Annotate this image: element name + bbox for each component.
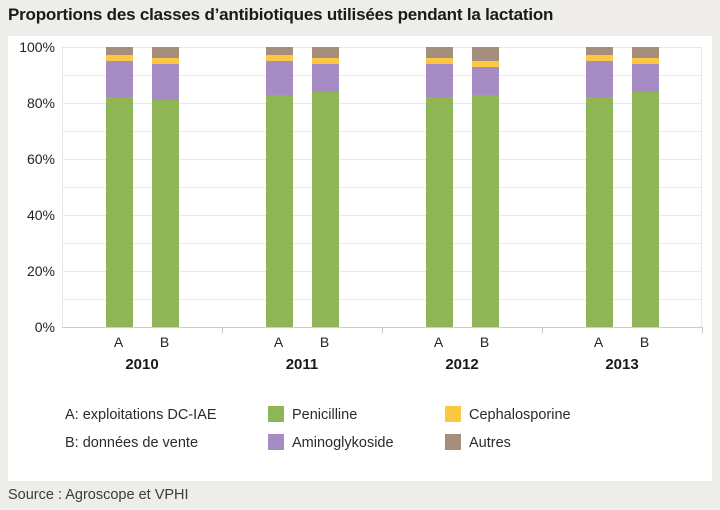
gridline	[63, 159, 701, 160]
bar-segment-aminoglykoside	[152, 63, 179, 101]
bar-segment-autres	[426, 47, 453, 59]
year-label-2012: 2012	[445, 356, 479, 373]
chart-panel: 0% 20% 40% 60% 80% 100% A B 2010 A B 2011 A B 2012 A B 2…	[8, 36, 712, 481]
bar-label-2010-A: A	[113, 334, 124, 350]
bar-segment-aminoglykoside	[472, 66, 499, 95]
bar-segment-cephalosporine	[152, 58, 179, 64]
bar-segment-penicilline	[426, 97, 453, 327]
bar-2012-A	[426, 47, 453, 327]
legend-label-penicilline: Penicilline	[292, 407, 358, 423]
x-axis-tick	[382, 328, 383, 333]
y-axis-label: 60%	[26, 151, 55, 167]
y-axis-label: 0%	[34, 319, 55, 335]
year-label-2010: 2010	[125, 356, 159, 373]
legend-swatch-autres	[445, 434, 461, 450]
legend-swatch-penicilline	[268, 406, 284, 422]
bar-label-2013-B: B	[639, 334, 650, 350]
x-axis-line	[62, 327, 703, 328]
gridline	[63, 75, 701, 76]
bar-segment-cephalosporine	[266, 55, 293, 62]
bar-segment-penicilline	[152, 100, 179, 327]
bar-label-2013-A: A	[593, 334, 604, 350]
bar-2013-B	[632, 47, 659, 327]
bar-segment-penicilline	[632, 91, 659, 327]
bar-segment-autres	[152, 47, 179, 59]
gridline	[63, 187, 701, 188]
bar-segment-aminoglykoside	[266, 61, 293, 95]
bar-segment-autres	[472, 47, 499, 62]
bar-label-2012-B: B	[479, 334, 490, 350]
x-axis-tick	[542, 328, 543, 333]
x-axis-tick	[702, 328, 703, 333]
legend-label-aminoglykoside: Aminoglykoside	[292, 435, 394, 451]
bar-label-2012-A: A	[433, 334, 444, 350]
bar-2010-B	[152, 47, 179, 327]
bar-segment-cephalosporine	[472, 61, 499, 67]
legend-swatch-cephalosporine	[445, 406, 461, 422]
legend-label-autres: Autres	[469, 435, 511, 451]
year-label-2013: 2013	[605, 356, 639, 373]
year-label-2011: 2011	[285, 356, 319, 373]
gridline	[63, 103, 701, 104]
bar-2011-A	[266, 47, 293, 327]
bar-segment-cephalosporine	[632, 58, 659, 64]
legend-note-a: A: exploitations DC-IAE	[65, 407, 217, 423]
bar-segment-penicilline	[586, 97, 613, 327]
bar-segment-penicilline	[106, 97, 133, 327]
plot-area	[62, 47, 702, 327]
bar-segment-penicilline	[312, 91, 339, 327]
bar-label-2011-A: A	[273, 334, 284, 350]
gridline	[63, 243, 701, 244]
gridline	[63, 131, 701, 132]
bar-2011-B	[312, 47, 339, 327]
y-axis-label: 20%	[26, 263, 55, 279]
legend-swatch-aminoglykoside	[268, 434, 284, 450]
bar-segment-cephalosporine	[586, 55, 613, 62]
bar-segment-autres	[106, 47, 133, 56]
page-title: Proportions des classes d’antibiotiques …	[8, 5, 554, 24]
bar-segment-aminoglykoside	[632, 63, 659, 92]
bar-segment-aminoglykoside	[312, 63, 339, 92]
bar-segment-penicilline	[266, 94, 293, 327]
bar-label-2011-B: B	[319, 334, 330, 350]
bar-segment-cephalosporine	[426, 58, 453, 64]
bar-segment-penicilline	[472, 94, 499, 327]
bar-segment-aminoglykoside	[426, 63, 453, 98]
bar-segment-autres	[312, 47, 339, 59]
bar-segment-autres	[266, 47, 293, 56]
bar-segment-aminoglykoside	[586, 61, 613, 98]
bar-segment-autres	[586, 47, 613, 56]
bar-segment-autres	[632, 47, 659, 59]
source-note: Source : Agroscope et VPHI	[8, 487, 189, 503]
x-axis-tick	[222, 328, 223, 333]
y-axis-label: 100%	[19, 39, 55, 55]
bar-2013-A	[586, 47, 613, 327]
y-axis-label: 40%	[26, 207, 55, 223]
bar-2010-A	[106, 47, 133, 327]
y-axis-label: 80%	[26, 95, 55, 111]
legend-label-cephalosporine: Cephalosporine	[469, 407, 571, 423]
gridline	[63, 47, 701, 48]
gridline	[63, 299, 701, 300]
bar-segment-cephalosporine	[106, 55, 133, 62]
bar-segment-cephalosporine	[312, 58, 339, 64]
bar-2012-B	[472, 47, 499, 327]
bar-segment-aminoglykoside	[106, 61, 133, 98]
bar-label-2010-B: B	[159, 334, 170, 350]
gridline	[63, 271, 701, 272]
gridline	[63, 215, 701, 216]
legend-note-b: B: données de vente	[65, 435, 199, 451]
